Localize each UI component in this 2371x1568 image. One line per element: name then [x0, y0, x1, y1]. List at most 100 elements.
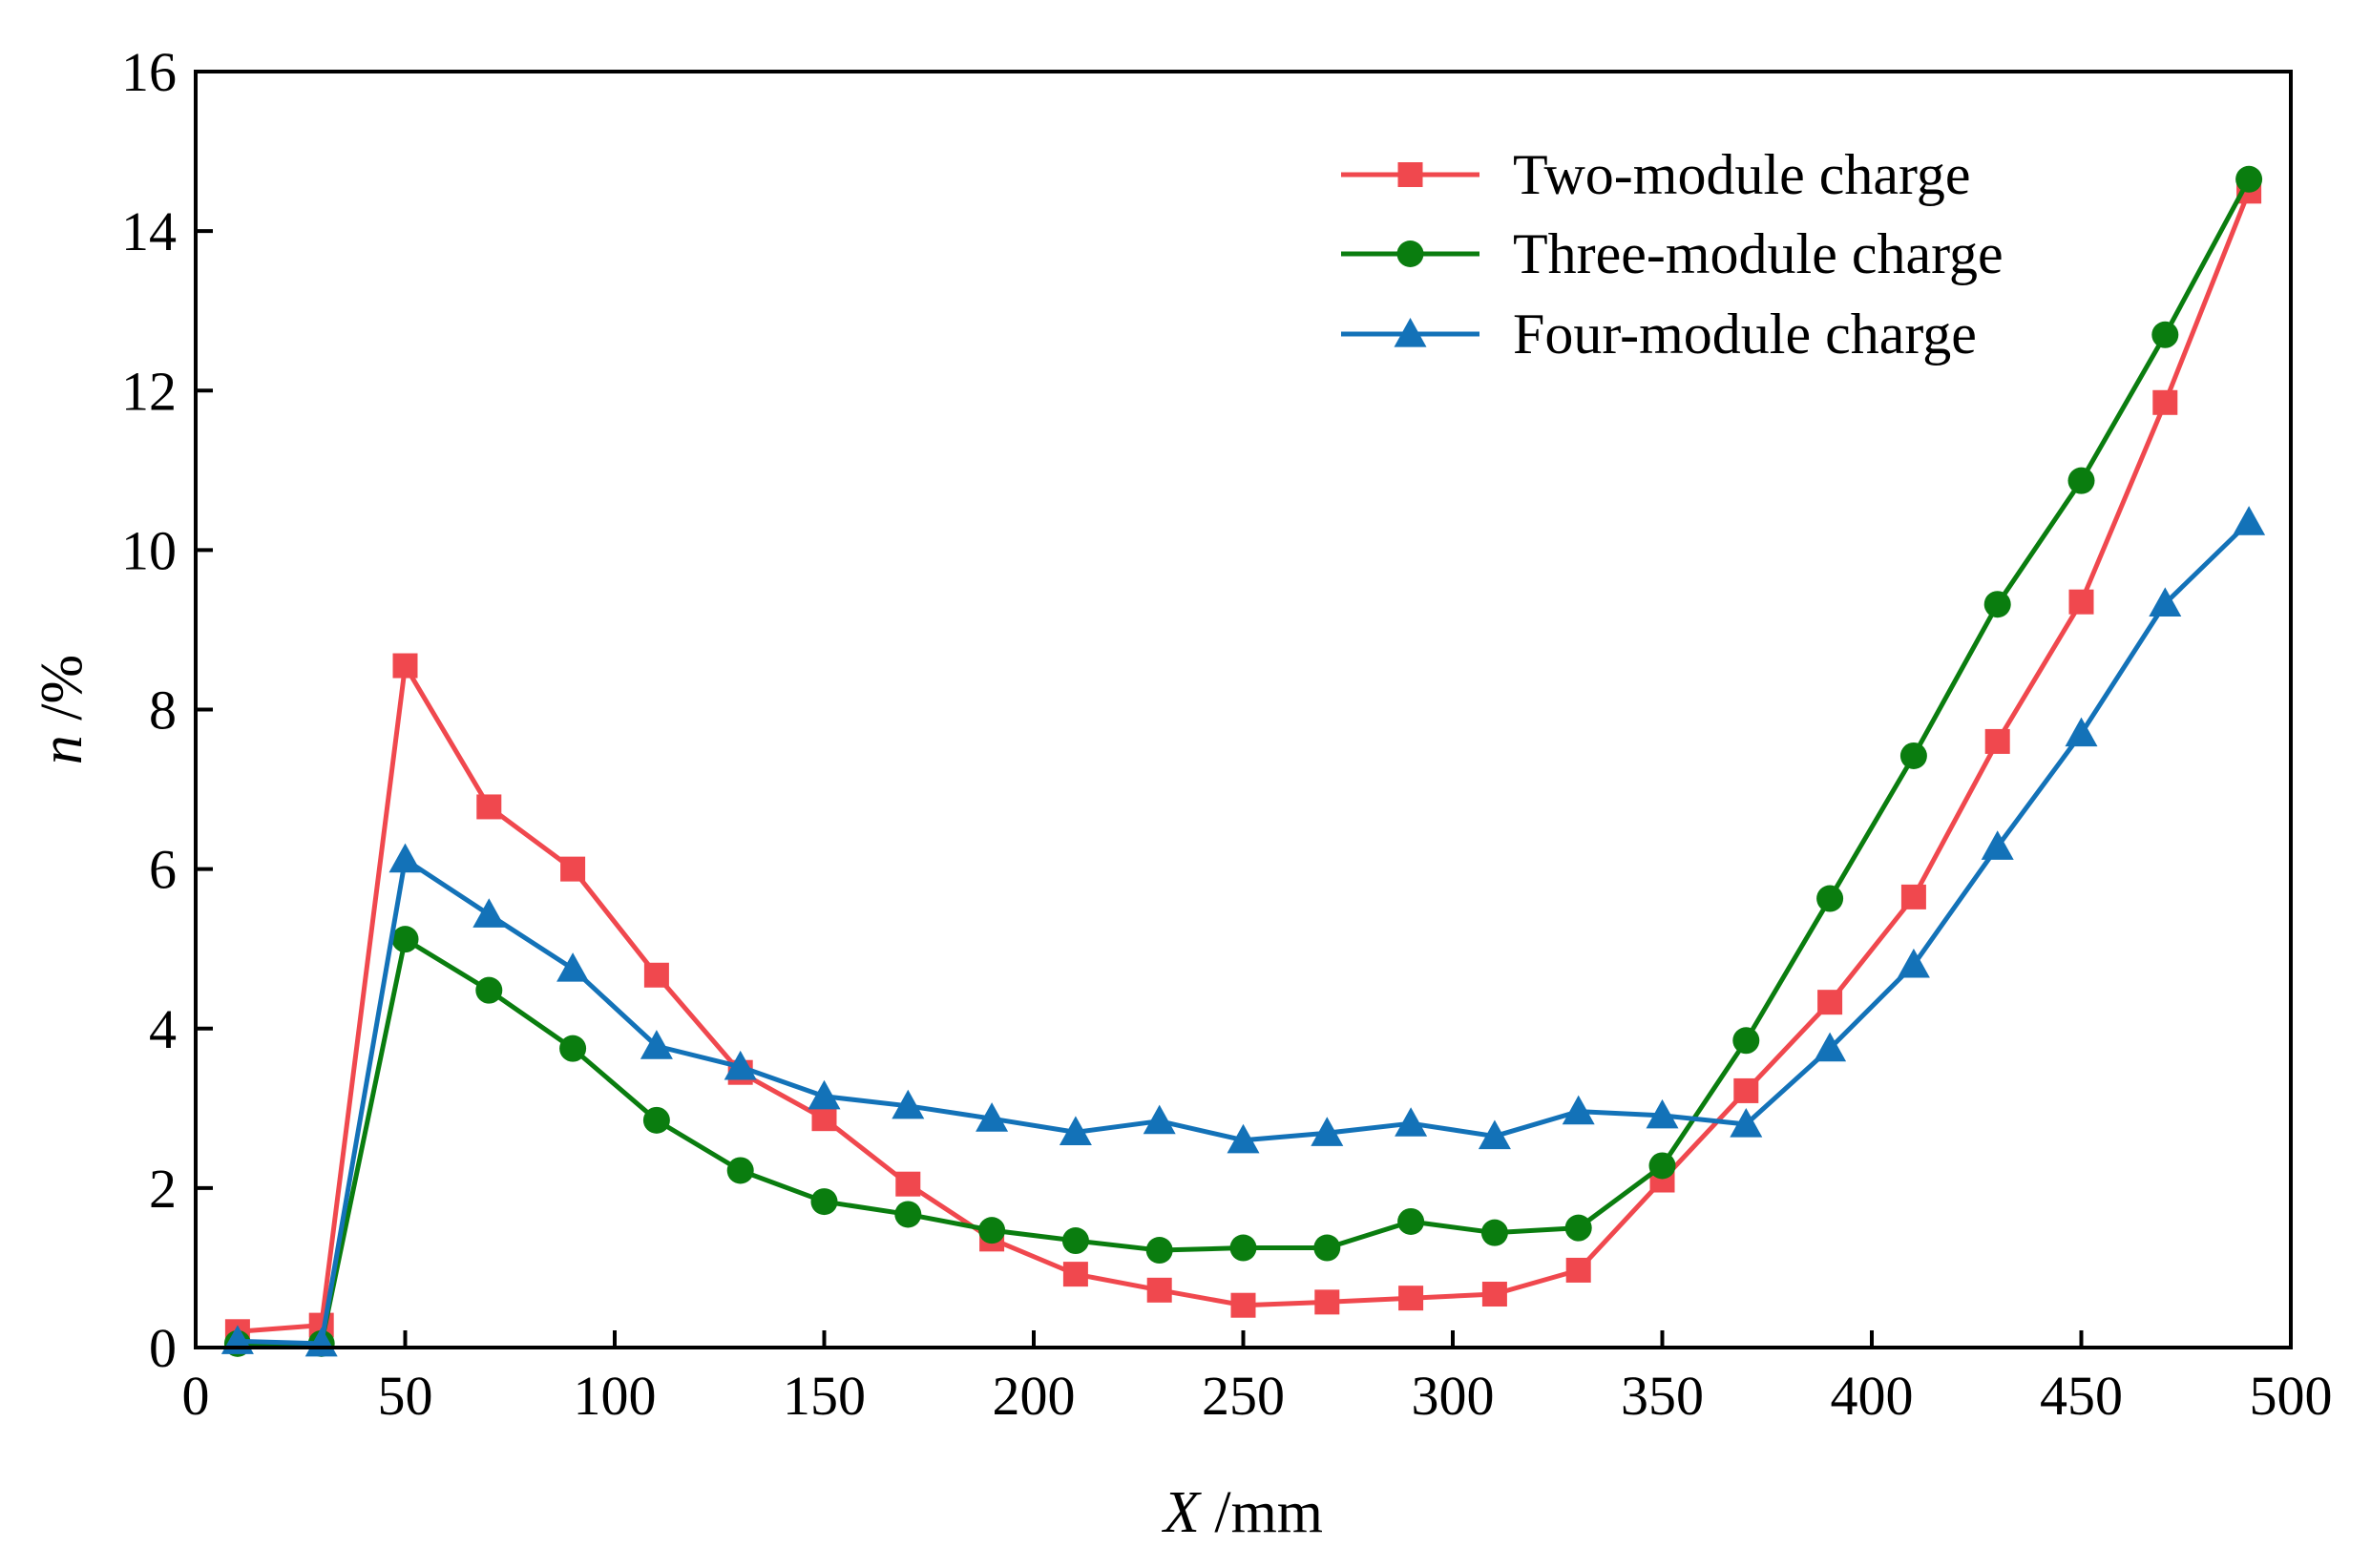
legend-marker: [1397, 162, 1423, 187]
data-point: [1478, 1119, 1511, 1150]
x-axis-title: X /mm: [1161, 1480, 1323, 1545]
data-point: [811, 1106, 837, 1132]
data-point: [642, 1106, 670, 1134]
data-point: [2233, 506, 2266, 535]
data-point: [1984, 728, 2010, 754]
data-point: [1314, 1289, 1340, 1315]
x-axis-unit: /mm: [1200, 1480, 1323, 1545]
x-tick-label: 100: [574, 1365, 657, 1427]
data-point: [556, 952, 590, 982]
data-point: [1397, 1207, 1425, 1235]
data-point: [1565, 1257, 1591, 1283]
data-point: [643, 962, 669, 988]
data-point: [391, 926, 419, 953]
data-point: [2065, 717, 2098, 747]
data-point: [1481, 1282, 1507, 1307]
series-triangle: [220, 506, 2266, 1357]
data-point: [726, 1157, 754, 1184]
data-point: [976, 1102, 1009, 1132]
data-point: [1145, 1237, 1173, 1265]
data-point: [1648, 1152, 1676, 1180]
data-point: [1733, 1077, 1759, 1103]
x-tick-label: 50: [378, 1365, 433, 1427]
data-point: [724, 1050, 757, 1080]
y-axis-unit: /%: [30, 655, 94, 735]
x-axis-variable: X: [1161, 1480, 1202, 1545]
data-point: [1562, 1095, 1595, 1125]
data-point: [1564, 1214, 1592, 1242]
x-tick-label: 350: [1621, 1365, 1704, 1427]
data-point: [392, 653, 418, 679]
plot-marks: [220, 165, 2266, 1357]
data-point: [560, 856, 586, 882]
data-point: [810, 1188, 838, 1216]
legend-entry: Four-module charge: [1341, 303, 1977, 366]
y-axis-title: n /%: [30, 655, 94, 764]
y-tick-label: 6: [149, 839, 177, 901]
x-tick-label: 300: [1412, 1365, 1495, 1427]
data-point: [1817, 990, 1843, 1015]
data-point: [1646, 1098, 1679, 1129]
legend-marker: [1394, 318, 1427, 347]
series-circle: [223, 165, 2263, 1357]
y-tick-label: 12: [121, 360, 177, 422]
data-point: [1313, 1234, 1341, 1262]
data-point: [895, 1171, 921, 1197]
data-point: [1146, 1277, 1172, 1303]
data-point: [1899, 742, 1927, 769]
legend-label: Four-module charge: [1513, 303, 1977, 366]
data-point: [2067, 467, 2095, 494]
data-point: [2068, 589, 2094, 615]
data-point: [1311, 1117, 1344, 1146]
x-tick-label: 250: [1202, 1365, 1285, 1427]
data-point: [1981, 830, 2014, 860]
data-point: [559, 1035, 587, 1062]
y-axis-variable: n: [30, 735, 94, 764]
data-point: [1059, 1116, 1092, 1145]
x-tick-label: 500: [2250, 1365, 2333, 1427]
data-point: [2149, 587, 2182, 617]
legend-entry: Two-module charge: [1341, 143, 1971, 206]
data-point: [808, 1079, 841, 1110]
data-point: [1395, 1107, 1428, 1137]
x-tick-label: 200: [993, 1365, 1076, 1427]
data-point: [2152, 389, 2178, 415]
data-point: [640, 1030, 673, 1059]
data-point: [472, 898, 506, 928]
data-point: [1227, 1123, 1260, 1154]
x-tick-label: 400: [1831, 1365, 1914, 1427]
data-point: [1983, 591, 2011, 618]
data-point: [1398, 1286, 1424, 1311]
data-point: [1229, 1234, 1257, 1262]
data-point: [1230, 1292, 1256, 1318]
data-point: [892, 1089, 925, 1119]
legend-label: Two-module charge: [1513, 143, 1971, 206]
data-point: [475, 976, 503, 1004]
data-point: [894, 1201, 922, 1228]
data-point: [1732, 1027, 1760, 1055]
y-tick-label: 8: [149, 679, 177, 742]
legend-label: Three-module charge: [1513, 222, 2004, 285]
data-point: [1143, 1104, 1176, 1135]
data-point: [1897, 948, 1930, 978]
data-point: [1062, 1262, 1088, 1287]
x-tick-label: 450: [2040, 1365, 2123, 1427]
data-point: [978, 1217, 1006, 1244]
legend-entry: Three-module charge: [1341, 222, 2004, 285]
data-point: [1814, 1032, 1847, 1062]
y-tick-label: 0: [149, 1317, 177, 1379]
data-point: [1816, 885, 1844, 912]
data-point: [2235, 165, 2263, 193]
data-point: [1480, 1219, 1508, 1246]
data-point: [388, 843, 422, 873]
x-tick-label: 150: [783, 1365, 866, 1427]
y-tick-label: 10: [121, 519, 177, 581]
legend-marker: [1396, 240, 1424, 267]
x-tick-label: 0: [182, 1365, 210, 1427]
y-tick-label: 2: [149, 1158, 177, 1220]
data-point: [1730, 1108, 1763, 1138]
y-tick-label: 16: [121, 41, 177, 103]
data-point: [2151, 321, 2179, 348]
